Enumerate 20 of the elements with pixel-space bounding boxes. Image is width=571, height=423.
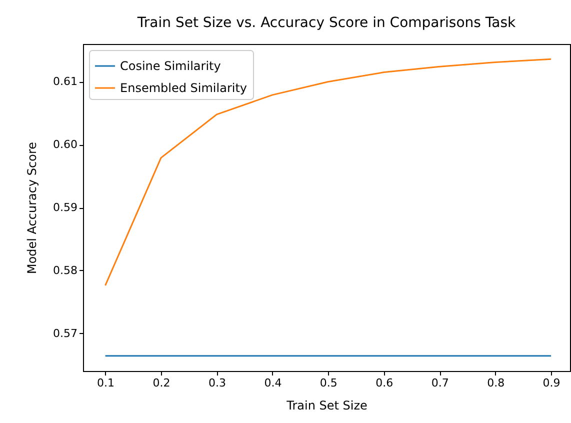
y-axis-title: Model Accuracy Score — [25, 142, 40, 274]
y-tick-label: 0.57 — [53, 326, 78, 340]
x-tick-label: 0.9 — [542, 376, 560, 390]
legend-label: Ensembled Similarity — [120, 81, 248, 95]
x-tick-label: 0.3 — [208, 376, 226, 390]
line-series — [104, 58, 552, 286]
y-tick-label: 0.61 — [53, 75, 78, 88]
x-tick-label: 0.7 — [431, 376, 449, 390]
y-tick-label: 0.58 — [53, 264, 78, 277]
x-tick-label: 0.8 — [487, 376, 505, 390]
x-tick-label: 0.6 — [376, 376, 394, 390]
x-axis-title: Train Set Size — [286, 398, 368, 412]
chart-title: Train Set Size vs. Accuracy Score in Comparisons Task — [136, 15, 516, 31]
x-tick-label: 0.4 — [264, 376, 282, 390]
legend-label: Cosine Similarity — [120, 59, 221, 73]
y-tick-label: 0.60 — [53, 138, 78, 152]
y-tick-label: 0.59 — [53, 201, 78, 214]
x-tick-label: 0.2 — [152, 376, 170, 390]
x-tick-label: 0.5 — [320, 376, 338, 390]
x-tick-label: 0.1 — [97, 376, 115, 390]
